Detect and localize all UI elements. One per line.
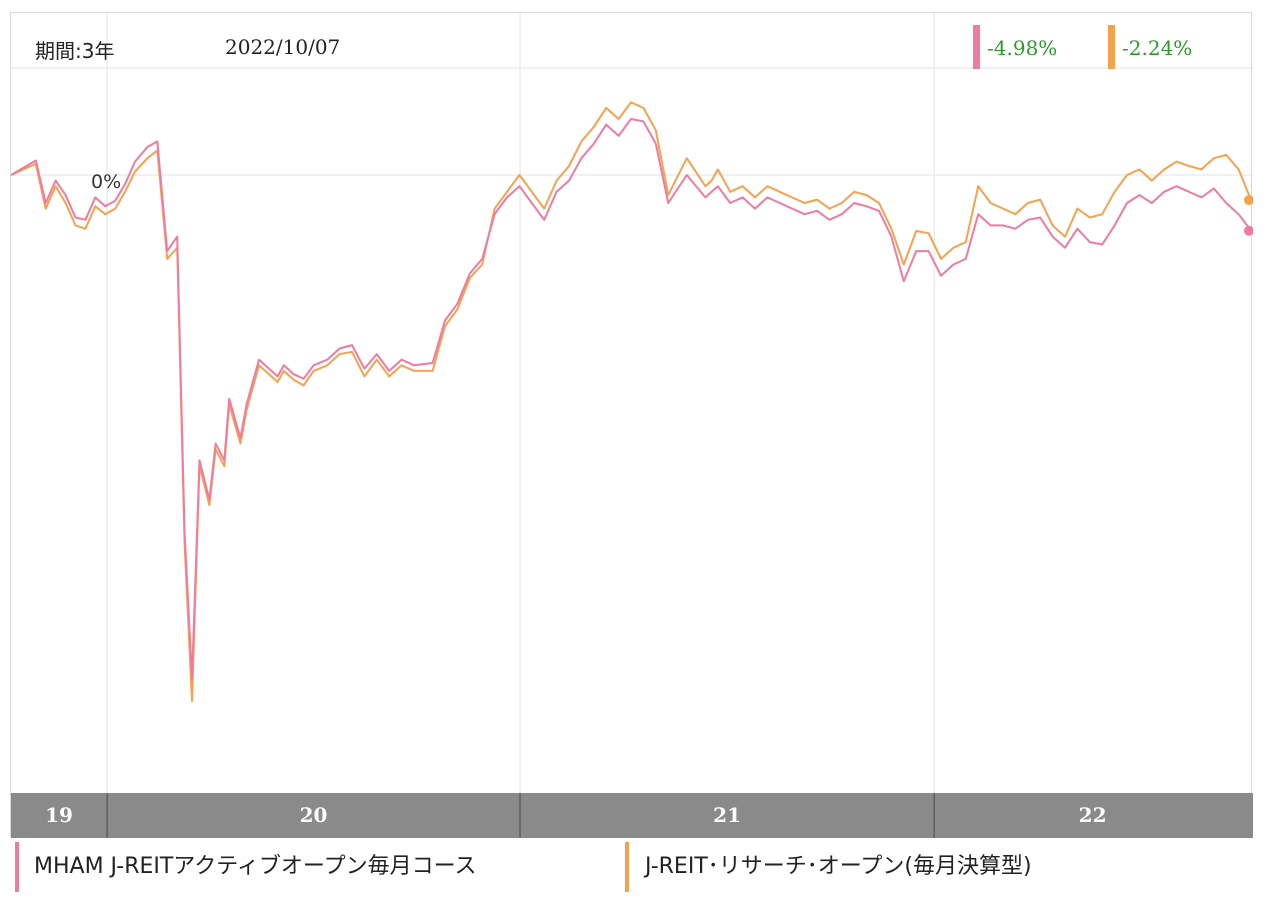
return-swatch-pink — [973, 25, 980, 69]
x-tick-label: 22 — [1079, 803, 1107, 827]
series-endpoint-pink — [1244, 225, 1253, 236]
chart-plot: 19 20 21 22 — [11, 13, 1253, 838]
return-swatch-orange — [1108, 25, 1115, 69]
legend-label-orange: J-REIT･リサーチ･オープン(毎月決算型) — [645, 854, 1032, 879]
return-value-pink: -4.98% — [987, 36, 1058, 60]
return-value-orange: -2.24% — [1122, 36, 1193, 60]
chart-frame: 19 20 21 22 期間:3年 2022/10/07 -4.98% -2.24% … — [10, 12, 1253, 838]
series-line-pink — [11, 118, 1252, 680]
x-tick-label: 19 — [45, 803, 73, 827]
legend-swatch-orange — [625, 842, 629, 892]
period-label: 期間:3年 — [35, 39, 115, 63]
legend-swatch-pink — [15, 842, 19, 892]
date-label: 2022/10/07 — [225, 35, 341, 59]
series-line-orange — [11, 101, 1252, 702]
zero-axis-label: 0% — [91, 171, 122, 193]
x-tick-label: 20 — [300, 803, 328, 827]
x-tick-label: 21 — [713, 803, 741, 827]
series-endpoint-orange — [1244, 195, 1253, 206]
legend-label-pink: MHAM J-REITアクティブオープン毎月コース — [34, 854, 477, 879]
year-band — [11, 793, 1253, 838]
